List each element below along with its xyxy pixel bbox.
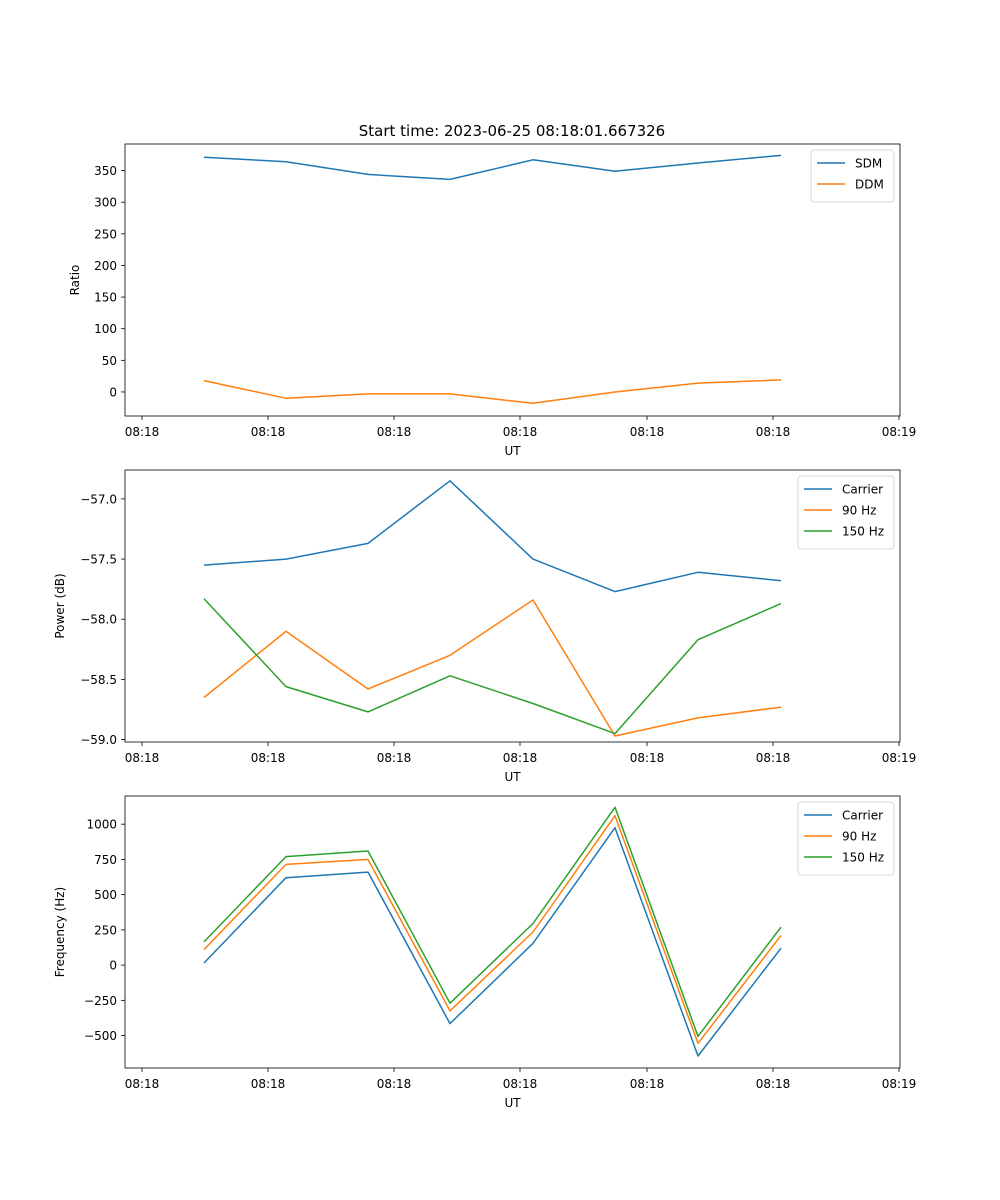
y-tick-label: 750 bbox=[94, 853, 117, 867]
chart-panel-3: 08:18 08:18 08:18 08:18 08:18 08:18 08:19 −500 −… bbox=[53, 795, 917, 1110]
x-tick-label: 08:18 bbox=[503, 751, 538, 765]
chart-panel-1: 08:18 08:18 08:18 08:18 08:18 08:18 08:19 0 50 10… bbox=[68, 143, 917, 458]
legend-label: 150 Hz bbox=[842, 851, 884, 865]
x-tick-label: 08:19 bbox=[882, 751, 917, 765]
x-tick-label: 08:18 bbox=[251, 751, 286, 765]
legend-label: SDM bbox=[855, 157, 882, 171]
x-tick-label: 08:18 bbox=[630, 751, 665, 765]
series-line-90-hz bbox=[203, 599, 782, 737]
y-axis-label: Power (dB) bbox=[53, 573, 67, 638]
y-tick-label: 500 bbox=[94, 888, 117, 902]
legend-label: 90 Hz bbox=[842, 830, 876, 844]
series-line-ddm bbox=[203, 379, 782, 405]
x-tick-label: 08:18 bbox=[377, 1077, 412, 1091]
x-tick-label: 08:18 bbox=[630, 425, 665, 439]
series-line-150-hz bbox=[203, 598, 782, 735]
x-tick-label: 08:19 bbox=[882, 425, 917, 439]
x-tick-label: 08:18 bbox=[125, 1077, 160, 1091]
legend-label: 150 Hz bbox=[842, 525, 884, 539]
y-tick-label: 250 bbox=[94, 227, 117, 241]
x-tick-label: 08:18 bbox=[125, 751, 160, 765]
y-tick-label: −57.0 bbox=[80, 492, 117, 506]
y-axis-label: Ratio bbox=[68, 265, 82, 296]
axes-frame bbox=[124, 795, 901, 1069]
series-line-carrier bbox=[203, 480, 782, 593]
x-tick-label: 08:18 bbox=[630, 1077, 665, 1091]
y-tick-label: 100 bbox=[94, 322, 117, 336]
series-line-carrier bbox=[203, 826, 782, 1057]
x-tick-label: 08:18 bbox=[377, 425, 412, 439]
chart-panel-2: 08:18 08:18 08:18 08:18 08:18 08:18 08:19 −59.0… bbox=[53, 469, 917, 784]
series-line-sdm bbox=[203, 154, 782, 181]
y-tick-label: 0 bbox=[109, 385, 117, 399]
legend: Carrier 90 Hz 150 Hz bbox=[797, 475, 895, 550]
legend-label: DDM bbox=[855, 178, 884, 192]
plots: 08:18 08:18 08:18 08:18 08:18 08:18 08:19 0 50 10… bbox=[53, 143, 917, 1110]
x-axis-label: UT bbox=[504, 1096, 521, 1110]
x-tick-label: 08:19 bbox=[882, 1077, 917, 1091]
y-tick-label: 0 bbox=[109, 959, 117, 973]
legend-label: Carrier bbox=[842, 809, 883, 823]
x-tick-label: 08:18 bbox=[756, 751, 791, 765]
x-tick-label: 08:18 bbox=[251, 425, 286, 439]
y-tick-label: −250 bbox=[84, 994, 117, 1008]
series-line-150-hz bbox=[203, 806, 782, 1038]
axes-frame bbox=[124, 143, 901, 417]
y-tick-label: 250 bbox=[94, 923, 117, 937]
x-tick-label: 08:18 bbox=[503, 425, 538, 439]
y-tick-label: −59.0 bbox=[80, 733, 117, 747]
y-tick-label: −58.0 bbox=[80, 613, 117, 627]
legend: Carrier 90 Hz 150 Hz bbox=[797, 801, 895, 876]
x-tick-label: 08:18 bbox=[756, 1077, 791, 1091]
axes-frame bbox=[124, 469, 901, 743]
x-tick-label: 08:18 bbox=[756, 425, 791, 439]
y-tick-label: 300 bbox=[94, 196, 117, 210]
y-tick-label: −58.5 bbox=[80, 673, 117, 687]
y-tick-label: 200 bbox=[94, 259, 117, 273]
y-tick-label: 150 bbox=[94, 291, 117, 305]
legend: SDM DDM bbox=[810, 149, 895, 203]
legend-label: Carrier bbox=[842, 483, 883, 497]
x-axis-label: UT bbox=[504, 770, 521, 784]
y-tick-label: −57.5 bbox=[80, 553, 117, 567]
y-tick-label: −500 bbox=[84, 1029, 117, 1043]
x-axis-label: UT bbox=[504, 444, 521, 458]
legend-label: 90 Hz bbox=[842, 504, 876, 518]
figure-title: Start time: 2023-06-25 08:18:01.667326 bbox=[359, 122, 665, 140]
series-line-90-hz bbox=[203, 814, 782, 1045]
x-tick-label: 08:18 bbox=[251, 1077, 286, 1091]
y-tick-label: 350 bbox=[94, 164, 117, 178]
y-axis-label: Frequency (Hz) bbox=[53, 887, 67, 978]
x-tick-label: 08:18 bbox=[503, 1077, 538, 1091]
y-tick-label: 1000 bbox=[86, 818, 117, 832]
y-tick-label: 50 bbox=[102, 354, 117, 368]
x-tick-label: 08:18 bbox=[125, 425, 160, 439]
x-tick-label: 08:18 bbox=[377, 751, 412, 765]
